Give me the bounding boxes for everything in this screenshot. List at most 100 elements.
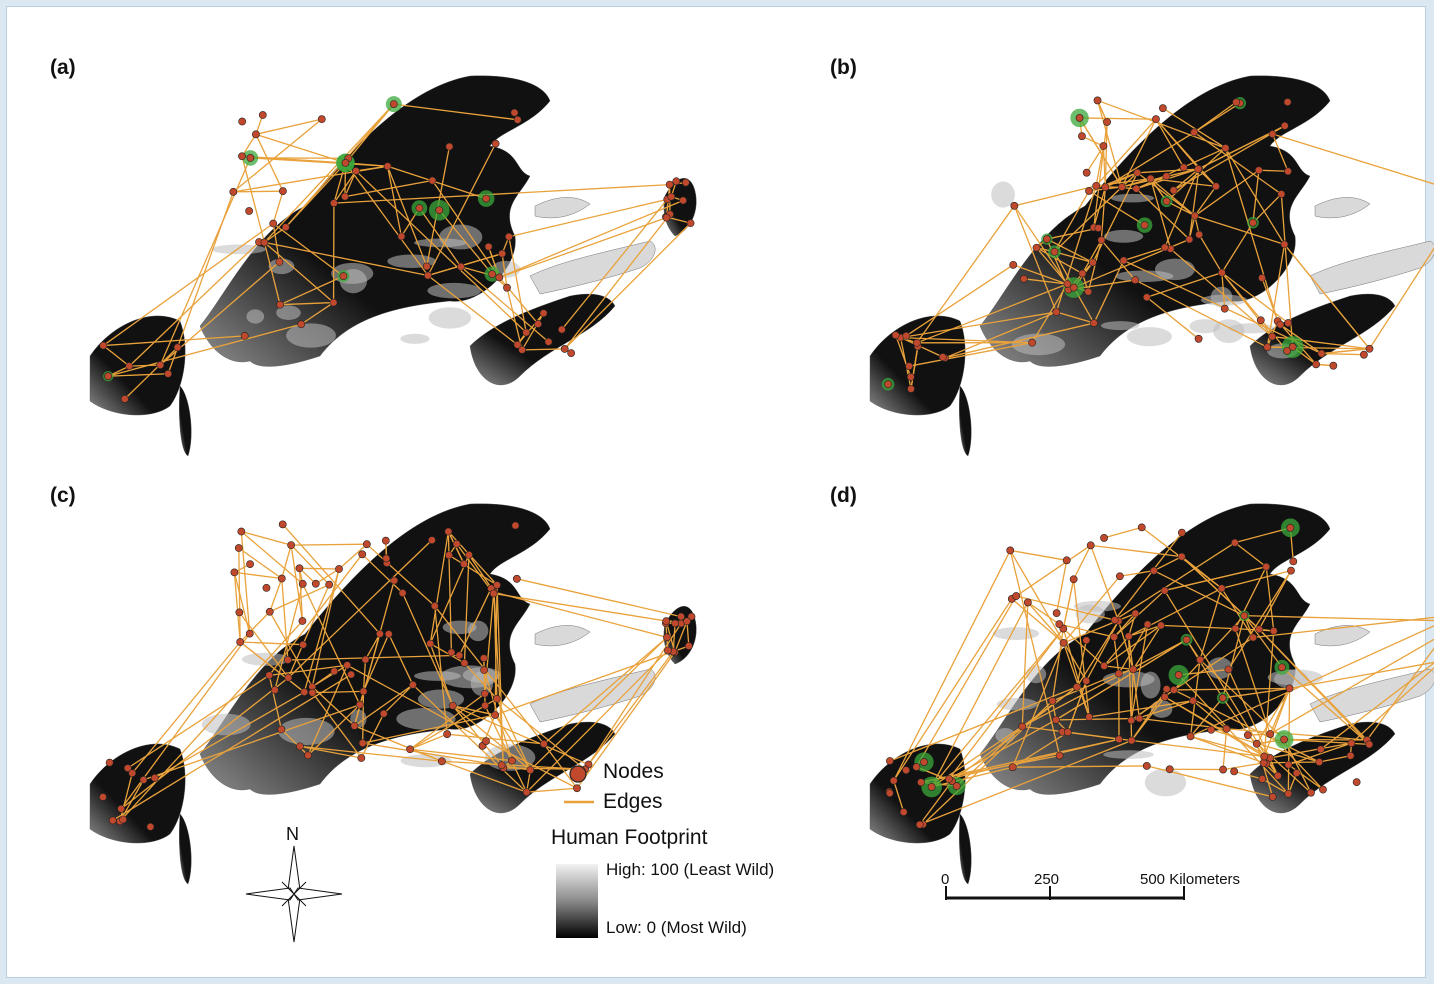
- network-edge: [1104, 121, 1108, 188]
- footprint-patch: [1110, 193, 1155, 203]
- network-node: [1268, 130, 1277, 138]
- network-node: [1266, 730, 1275, 738]
- network-edge: [354, 725, 443, 762]
- network-edge: [1128, 624, 1162, 637]
- legend-footprint-title: Human Footprint: [551, 826, 708, 849]
- network-node: [1254, 166, 1263, 175]
- network-edge: [1009, 550, 1087, 682]
- footprint-patch: [278, 717, 335, 746]
- network-node: [902, 331, 911, 340]
- network-edge: [1073, 579, 1090, 718]
- network-edge: [448, 554, 498, 586]
- footprint-patch: [276, 305, 301, 320]
- network-edge: [264, 241, 334, 304]
- network-node: [920, 758, 928, 766]
- network-edge: [234, 571, 282, 580]
- network-edge: [1056, 311, 1095, 324]
- network-edge: [956, 726, 1023, 787]
- network-edge: [364, 633, 381, 660]
- network-node: [1249, 218, 1257, 227]
- network-edge: [1266, 244, 1286, 348]
- footprint-patch: [992, 627, 1040, 640]
- network-edge: [1104, 131, 1195, 188]
- network-edge: [493, 591, 668, 638]
- network-edge: [1093, 260, 1125, 324]
- network-node: [376, 629, 384, 638]
- network-node: [1072, 683, 1081, 691]
- network-edge: [280, 301, 334, 306]
- network-edge: [910, 346, 919, 390]
- network-node: [1365, 344, 1374, 353]
- network-edge: [1063, 575, 1121, 644]
- network-node: [361, 655, 370, 664]
- network-node: [339, 272, 348, 281]
- network-edge: [496, 698, 586, 770]
- network-node: [409, 680, 417, 689]
- network-node: [424, 271, 432, 280]
- network-edge: [1012, 642, 1065, 768]
- network-node: [1055, 751, 1064, 760]
- network-edge: [1288, 764, 1324, 791]
- network-edge: [1135, 188, 1190, 240]
- network-node: [1276, 320, 1285, 329]
- network-edge: [1227, 570, 1292, 670]
- landmass: [1309, 240, 1434, 295]
- network-edge: [102, 345, 130, 367]
- network-edge: [269, 584, 330, 613]
- network-edge: [1055, 560, 1068, 614]
- network-node: [1052, 308, 1061, 316]
- network-node: [1286, 523, 1295, 532]
- footprint-patch: [331, 262, 374, 284]
- network-edge: [1153, 570, 1245, 617]
- network-node: [1078, 269, 1087, 278]
- network-node: [952, 782, 961, 791]
- network-edge: [1036, 247, 1068, 285]
- network-node: [1042, 235, 1051, 243]
- network-node: [1177, 552, 1186, 561]
- network-edge: [131, 641, 241, 774]
- network-node: [445, 551, 453, 560]
- map-panel-b: (b): [830, 56, 1434, 456]
- network-edge: [1012, 731, 1069, 768]
- network-edge: [239, 611, 271, 643]
- network-edge: [102, 222, 274, 347]
- panel-label-d: (d): [830, 484, 857, 507]
- network-node: [397, 232, 406, 241]
- network-node: [229, 187, 238, 196]
- network-edge: [1258, 169, 1289, 172]
- network-node: [277, 725, 286, 734]
- network-node: [518, 345, 527, 354]
- network-node: [1059, 638, 1068, 647]
- network-edge: [494, 645, 690, 716]
- network-node: [1088, 258, 1097, 267]
- network-edge: [1319, 755, 1351, 763]
- network-node: [415, 204, 424, 213]
- network-node: [390, 576, 399, 585]
- network-node: [679, 196, 687, 205]
- network-node: [492, 694, 501, 703]
- network-edge: [355, 170, 527, 333]
- landmass: [529, 240, 656, 295]
- network-edge: [269, 578, 283, 612]
- network-nodes: [99, 100, 695, 403]
- network-edge: [516, 578, 682, 618]
- network-node: [1115, 735, 1123, 744]
- network-node: [1217, 584, 1226, 593]
- network-edge: [1173, 168, 1200, 191]
- network-node: [1100, 661, 1109, 670]
- network-edge: [412, 684, 528, 793]
- network-edge: [1164, 566, 1267, 592]
- legend-high-label: High: 100 (Least Wild): [606, 860, 775, 879]
- network-edge: [944, 322, 1095, 359]
- network-edge: [238, 611, 289, 679]
- network-edge: [311, 670, 335, 688]
- network-edge: [388, 633, 414, 686]
- network-edge: [240, 531, 251, 634]
- network-edge: [1081, 135, 1104, 147]
- network-node: [296, 742, 304, 751]
- network-node: [252, 130, 260, 139]
- network-edge: [1054, 251, 1094, 264]
- network-edge: [1221, 272, 1289, 324]
- network-edge: [587, 623, 682, 765]
- network-edge: [264, 226, 287, 243]
